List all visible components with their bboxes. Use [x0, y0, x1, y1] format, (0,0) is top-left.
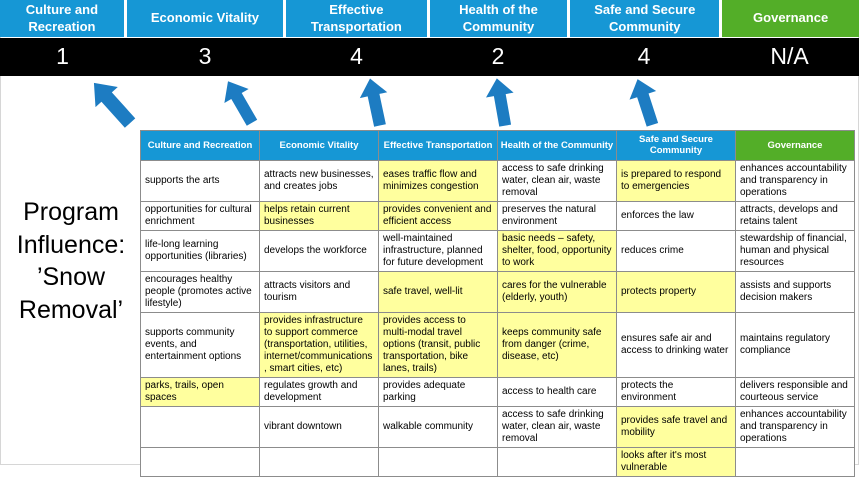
- matrix-cell: [259, 446, 379, 477]
- matrix-cell: [497, 446, 617, 477]
- matrix-cell: keeps community safe from danger (crime,…: [497, 311, 617, 378]
- matrix-cell: provides adequate parking: [378, 376, 498, 407]
- kpi-score-1: 1: [56, 43, 69, 69]
- matrix-column-header-1: Culture and Recreation: [140, 130, 260, 161]
- matrix-cell: safe travel, well-lit: [378, 270, 498, 313]
- matrix-cell: looks after it's most vulnerable: [616, 446, 736, 477]
- matrix-body: supports the arts attracts new businesses…: [140, 159, 855, 477]
- matrix-cell: attracts new businesses, and creates job…: [259, 159, 379, 202]
- matrix-cell: enhances accountability and transparency…: [735, 405, 855, 448]
- matrix-cell: is prepared to respond to emergencies: [616, 159, 736, 202]
- kpi-score-5: 4: [637, 43, 651, 69]
- matrix-cell: [378, 446, 498, 477]
- scoreboard-band: Culture and Recreation Economic Vitality E…: [0, 0, 859, 76]
- matrix-cell: cares for the vulnerable (elderly, youth…: [497, 270, 617, 313]
- kpi-header-3: Effective Transportation: [286, 0, 427, 37]
- matrix-cell: reduces crime: [616, 229, 736, 272]
- matrix-cell: attracts, develops and retains talent: [735, 200, 855, 231]
- up-arrow-icon: [359, 78, 388, 127]
- matrix-cell: stewardship of financial, human and phys…: [735, 229, 855, 272]
- matrix-cell: provides access to multi-modal travel op…: [378, 311, 498, 378]
- matrix-cell: life-long learning opportunities (librar…: [140, 229, 260, 272]
- matrix-cell: supports the arts: [140, 159, 260, 202]
- matrix-cell: assists and supports decision makers: [735, 270, 855, 313]
- matrix-cell: encourages healthy people (promotes acti…: [140, 270, 260, 313]
- matrix-cell: [735, 446, 855, 477]
- up-arrow-icon: [485, 78, 514, 127]
- kpi-score-6: N/A: [770, 43, 809, 69]
- table-row: looks after it's most vulnerable: [140, 446, 855, 477]
- matrix-cell: provides safe travel and mobility: [616, 405, 736, 448]
- page-title: Program Influence: ’Snow Removal’: [16, 198, 126, 324]
- matrix-cell: helps retain current businesses: [259, 200, 379, 231]
- up-arrow-icon: [629, 79, 659, 127]
- matrix-cell: vibrant downtown: [259, 405, 379, 448]
- matrix-header-row: Culture and Recreation Economic Vitality E…: [140, 130, 855, 161]
- kpi-header-2: Economic Vitality: [126, 0, 284, 37]
- up-arrow-icon: [93, 82, 136, 128]
- matrix-cell: [140, 446, 260, 477]
- matrix-column-header-4: Health of the Community: [497, 130, 617, 161]
- kpi-header-6: Governance: [722, 0, 859, 37]
- matrix-cell: delivers responsible and courteous servi…: [735, 376, 855, 407]
- matrix-cell: provides convenient and efficient access: [378, 200, 498, 231]
- kpi-score-3: 4: [350, 43, 363, 69]
- table-row: parks, trails, open spaces regulates grow…: [140, 376, 855, 407]
- kpi-header-1: Culture and Recreation: [0, 0, 124, 37]
- matrix-column-header-5: Safe and Secure Community: [616, 130, 736, 161]
- score-mapping-arrows: [93, 78, 659, 128]
- matrix-cell: enhances accountability and transparency…: [735, 159, 855, 202]
- kpi-header-5: Safe and Secure Community: [570, 0, 720, 37]
- matrix-cell: well-maintained infrastructure, planned …: [378, 229, 498, 272]
- matrix-cell: protects property: [616, 270, 736, 313]
- matrix-cell: provides infrastructure to support comme…: [259, 311, 379, 378]
- influence-matrix: Culture and Recreation Economic Vitality E…: [140, 130, 855, 477]
- table-row: supports community events, and entertain…: [140, 311, 855, 378]
- matrix-cell: access to safe drinking water, clean air…: [497, 159, 617, 202]
- kpi-score-4: 2: [491, 43, 505, 69]
- kpi-score-row: 1 3 4 2 4 N/A: [0, 38, 859, 76]
- matrix-cell: maintains regulatory compliance: [735, 311, 855, 378]
- matrix-cell: supports community events, and entertain…: [140, 311, 260, 378]
- matrix-column-header-2: Economic Vitality: [259, 130, 379, 161]
- matrix-column-header-6: Governance: [735, 130, 855, 161]
- kpi-header-4: Health of the Community: [429, 0, 568, 37]
- matrix-cell: access to health care: [497, 376, 617, 407]
- kpi-score-2: 3: [198, 43, 212, 69]
- matrix-cell: parks, trails, open spaces: [140, 376, 260, 407]
- matrix-cell: access to safe drinking water, clean air…: [497, 405, 617, 448]
- table-row: vibrant downtown walkable community access…: [140, 405, 855, 448]
- table-row: opportunities for cultural enrichment hel…: [140, 200, 855, 231]
- matrix-cell: ensures safe air and access to drinking …: [616, 311, 736, 378]
- matrix-column-header-3: Effective Transportation: [378, 130, 498, 161]
- table-row: encourages healthy people (promotes acti…: [140, 270, 855, 313]
- matrix-cell: attracts visitors and tourism: [259, 270, 379, 313]
- matrix-cell: enforces the law: [616, 200, 736, 231]
- up-arrow-icon: [224, 81, 258, 126]
- matrix-cell: protects the environment: [616, 376, 736, 407]
- matrix-cell: develops the workforce: [259, 229, 379, 272]
- matrix-cell: basic needs – safety, shelter, food, opp…: [497, 229, 617, 272]
- matrix-cell: walkable community: [378, 405, 498, 448]
- matrix-cell: [140, 405, 260, 448]
- table-row: life-long learning opportunities (librar…: [140, 229, 855, 272]
- matrix-cell: eases traffic flow and minimizes congest…: [378, 159, 498, 202]
- matrix-cell: preserves the natural environment: [497, 200, 617, 231]
- table-row: supports the arts attracts new businesses…: [140, 159, 855, 202]
- matrix-cell: regulates growth and development: [259, 376, 379, 407]
- kpi-header-row: Culture and Recreation Economic Vitality E…: [0, 0, 859, 37]
- matrix-cell: opportunities for cultural enrichment: [140, 200, 260, 231]
